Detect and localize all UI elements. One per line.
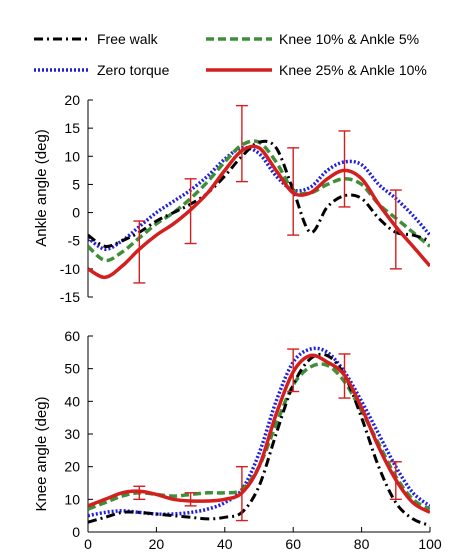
knee-y-tick-label: 30 [64,426,80,442]
knee-y-tick-label: 40 [64,393,80,409]
ankle-angle-panel: Ankle angle (deg) -15 -10 -5 0 5 10 15 20 [33,92,430,305]
knee-x-tick-label: 60 [285,536,301,552]
knee-x-tick-label: 80 [354,536,370,552]
knee-y-tick-label: 60 [64,328,80,344]
ankle-y-tick-label: 20 [64,92,80,108]
knee-y-tick-label: 10 [64,491,80,507]
ankle-series-dotted [88,145,430,251]
legend-label-0: Free walk [97,31,159,47]
knee-series-solid [88,353,430,514]
ankle-y-tick-label: -15 [60,289,80,305]
ankle-y-tick-label: 15 [64,120,80,136]
knee-x-tick-label: 100 [418,536,442,552]
knee-series-dash-dot [88,352,430,527]
knee-y-tick-label: 20 [64,459,80,475]
legend: Free walk Knee 10% & Ankle 5% Zero torque K… [34,31,427,78]
knee-x-tick-label: 40 [217,536,233,552]
knee-x-tick-label: 0 [84,536,92,552]
ankle-y-tick-label: -5 [68,233,81,249]
knee-x-tick-label: 20 [149,536,165,552]
ankle-y-tick-label: 5 [72,176,80,192]
knee-y-tick-label: 0 [72,524,80,540]
ankle-y-tick-label: 10 [64,148,80,164]
legend-label-3: Knee 25% & Ankle 10% [279,62,427,78]
knee-y-tick-label: 50 [64,361,80,377]
legend-label-2: Zero torque [97,62,170,78]
legend-label-1: Knee 10% & Ankle 5% [279,31,419,47]
knee-y-axis-label: Knee angle (deg) [33,396,50,511]
ankle-series-dash-dot [88,139,430,248]
knee-angle-panel: Knee angle (deg) 0 10 20 30 40 50 60 0 20 40 60 80 1… [33,328,442,552]
ankle-y-axis-label: Ankle angle (deg) [33,129,50,247]
ankle-y-tick-label: 0 [72,205,80,221]
ankle-series-solid [88,144,430,280]
ankle-y-tick-label: -10 [60,261,80,277]
